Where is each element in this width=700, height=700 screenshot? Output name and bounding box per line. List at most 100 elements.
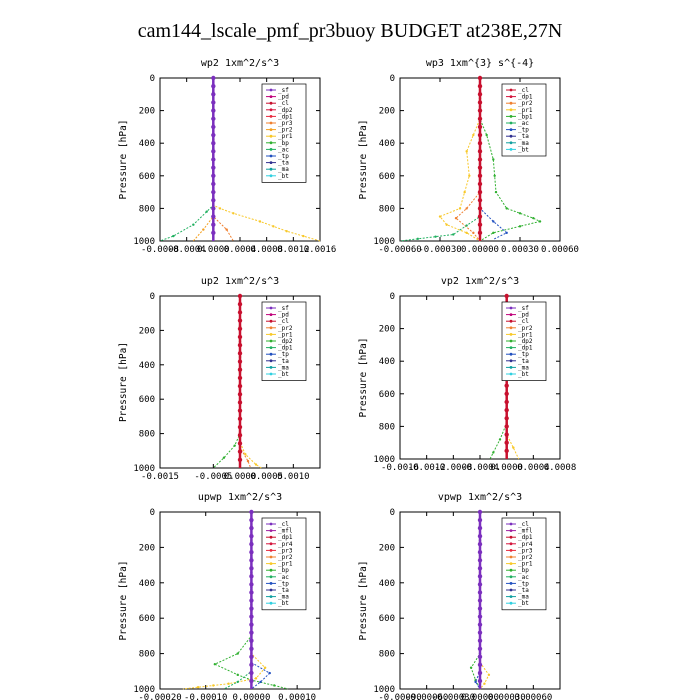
y-tick-label: 600: [139, 172, 155, 182]
y-tick-label: 0: [390, 74, 395, 84]
data-point: [213, 663, 217, 666]
data-point: [477, 100, 483, 105]
legend-entry: _mfl: [278, 528, 293, 535]
legend-entry: _ta: [518, 133, 529, 140]
legend-marker: [509, 555, 513, 559]
data-point: [465, 224, 468, 227]
data-point: [458, 207, 462, 210]
x-tick-label: 0.0010: [277, 472, 310, 482]
data-point: [477, 622, 483, 627]
x-tick-label: 0.00000: [232, 693, 270, 700]
data-point: [249, 670, 254, 676]
data-point: [211, 100, 216, 105]
data-point: [477, 198, 483, 203]
y-tick-label: 800: [139, 430, 155, 440]
data-point: [237, 301, 243, 307]
y-tick-label: 200: [379, 543, 395, 553]
data-point: [237, 318, 243, 323]
legend-marker: [509, 535, 513, 539]
series-line: [239, 296, 252, 469]
x-tick-label: -0.00060: [405, 693, 448, 700]
y-tick-label: 400: [139, 579, 155, 589]
panel-2: wp3 1xm^{3} s^{-4} Pressure [hPa] 0 200 400 6…: [358, 58, 579, 255]
data-point: [472, 231, 475, 235]
data-point: [465, 150, 468, 153]
legend-entry: _pr2: [278, 127, 293, 134]
data-point: [477, 638, 483, 643]
y-tick-label: 200: [139, 107, 155, 117]
data-point: [249, 622, 254, 627]
panel-title: wp2 1xm^2/s^3: [201, 58, 279, 69]
data-point: [211, 165, 216, 170]
y-tick-label: 1000: [133, 237, 155, 247]
data-point: [434, 235, 437, 238]
data-point: [492, 220, 495, 223]
x-tick-label: -0.00030: [418, 245, 461, 255]
data-point: [452, 233, 455, 236]
panel-title: upwp 1xm^2/s^3: [198, 492, 282, 503]
data-point: [465, 231, 468, 235]
legend-entry: _ta: [518, 587, 529, 594]
legend-entry: _dp1: [278, 534, 293, 541]
legend-marker: [269, 595, 273, 598]
data-point: [249, 541, 254, 547]
data-point: [477, 525, 483, 531]
y-axis-label: Pressure [hPa]: [358, 560, 369, 640]
legend-entry: _dp2: [518, 338, 533, 345]
legend-entry: _pr4: [278, 541, 293, 548]
legend-entry: _mfl: [518, 528, 533, 535]
data-point: [477, 75, 483, 81]
x-tick-label: -0.00020: [138, 693, 181, 700]
legend-marker: [269, 339, 273, 343]
legend-entry: _pr1: [278, 331, 293, 338]
legend-marker: [269, 568, 273, 572]
legend-entry: _cl: [278, 521, 289, 528]
panel-title: wp3 1xm^{3} s^{-4}: [426, 58, 534, 69]
page-title: cam144_lscale_pmf_pr3buoy BUDGET at238E,…: [137, 20, 563, 42]
legend-marker: [269, 582, 273, 585]
y-tick-label: 0: [150, 508, 155, 518]
data-point: [246, 459, 250, 463]
panel-5: upwp 1xm^2/s^3 Pressure [hPa] 0 200 400 600 80…: [118, 492, 321, 700]
x-tick-label: 0.0004: [224, 245, 257, 255]
x-tick-label: 0.00000: [461, 693, 499, 700]
data-point: [218, 207, 222, 210]
legend-entry: _ta: [278, 587, 289, 594]
data-point: [493, 174, 496, 177]
x-tick-label: 0.00060: [514, 693, 552, 700]
data-point: [232, 212, 235, 215]
data-point: [477, 181, 483, 187]
data-point: [477, 606, 483, 611]
legend-marker: [509, 141, 513, 145]
legend-entry: _ac: [278, 574, 289, 581]
data-point: [249, 598, 254, 603]
legend-marker: [509, 115, 513, 118]
x-tick-label: 0.00030: [488, 693, 526, 700]
y-tick-label: 400: [379, 579, 395, 589]
data-point: [477, 670, 483, 676]
x-tick-label: -0.00030: [432, 693, 475, 700]
data-point: [477, 654, 483, 660]
data-point: [237, 400, 243, 405]
data-point: [263, 666, 267, 669]
legend-marker: [269, 148, 273, 151]
data-point: [237, 310, 243, 315]
legend-marker: [269, 95, 273, 98]
data-point: [469, 666, 473, 669]
data-point: [477, 108, 483, 113]
legend-marker: [269, 115, 273, 118]
legend-box: [501, 83, 547, 157]
legend-entry: _tp: [278, 153, 289, 160]
legend-marker: [509, 88, 513, 92]
legend-entry: _pr3: [278, 120, 293, 127]
y-tick-label: 1000: [373, 455, 395, 465]
legend-marker: [269, 333, 273, 336]
legend-entry: _pr3: [518, 547, 533, 554]
data-point: [249, 582, 254, 587]
legend-entry: _dp1: [278, 345, 293, 352]
y-tick-label: 800: [139, 650, 155, 660]
legend-entry: _pr2: [518, 100, 533, 107]
legend-marker: [269, 319, 273, 323]
data-point: [233, 444, 236, 447]
data-point: [211, 108, 216, 113]
